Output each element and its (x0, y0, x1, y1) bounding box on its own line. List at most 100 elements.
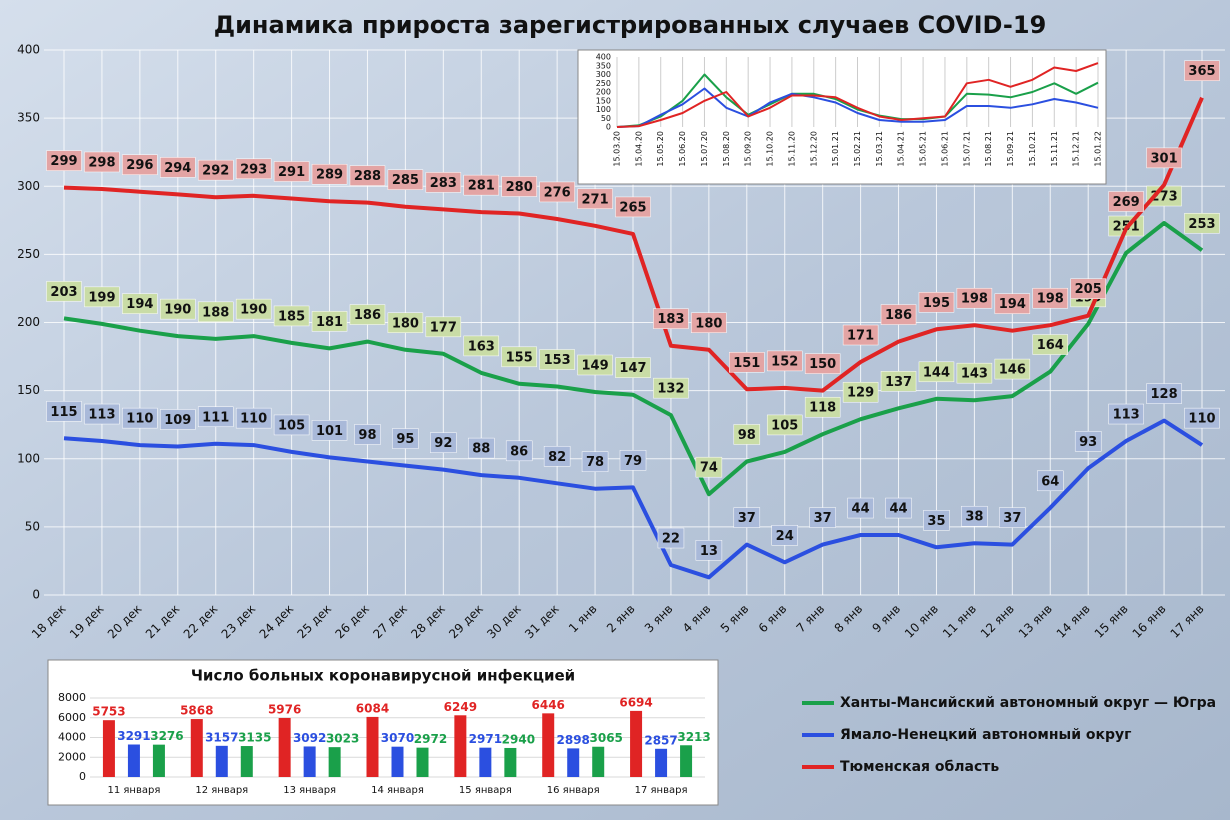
data-label: 186 (885, 308, 912, 323)
data-label: 74 (700, 461, 718, 476)
data-label: 164 (1037, 338, 1064, 353)
y-tick-label: 0 (32, 588, 40, 602)
x-tick-label: 17 января (635, 785, 688, 796)
data-label-box (425, 316, 462, 338)
data-label-box (160, 409, 196, 430)
data-label-box (918, 292, 955, 313)
x-tick-label: 15.01.22 (1094, 131, 1103, 167)
legend-label: Ханты-Мансийский автономный округ — Югра (840, 695, 1216, 711)
data-label: 113 (88, 408, 115, 423)
data-label-box (1108, 191, 1144, 212)
data-label-box (1074, 431, 1102, 452)
data-label-box (729, 352, 765, 373)
data-label: 2898 (557, 733, 590, 747)
data-label: 271 (581, 192, 608, 207)
y-tick-label: 150 (17, 383, 40, 397)
data-label-box (273, 414, 310, 436)
data-label: 118 (809, 401, 836, 416)
data-label: 3070 (381, 731, 414, 745)
data-label-box (122, 154, 158, 175)
data-label: 3276 (150, 729, 183, 743)
data-label-box (122, 407, 158, 429)
data-label: 143 (961, 367, 988, 382)
y-tick-label: 250 (17, 247, 40, 261)
x-tick-label: 15.04.21 (897, 131, 906, 167)
data-label: 6084 (356, 701, 389, 715)
data-label-box (539, 181, 575, 203)
data-label-box (880, 304, 917, 325)
data-label-box (691, 312, 727, 333)
data-label-box (653, 308, 689, 329)
data-label: 294 (164, 161, 191, 176)
data-label: 82 (548, 450, 566, 465)
data-label-box (1184, 213, 1220, 234)
data-label-box (354, 424, 381, 445)
bar (454, 715, 467, 777)
bar (479, 747, 492, 777)
data-label-box (581, 451, 609, 472)
data-label: 198 (961, 292, 988, 307)
series-line (63, 418, 1204, 580)
y-tick-label: 300 (596, 70, 611, 79)
data-label-box (84, 286, 120, 308)
bar-title: Число больных коронавирусной инфекцией (191, 667, 575, 685)
data-label: 253 (1188, 217, 1215, 232)
x-tick-label: 15.10.20 (766, 131, 775, 167)
legend: Ханты-Мансийский автономный округ — Югра… (802, 695, 1216, 775)
data-label: 109 (164, 413, 191, 428)
data-label-box (1032, 334, 1069, 355)
data-label-box (1032, 287, 1069, 309)
data-label-box (122, 293, 158, 314)
data-label: 2971 (469, 732, 502, 746)
data-label-box (1037, 470, 1064, 492)
data-label: 110 (1188, 412, 1215, 427)
data-label: 298 (88, 155, 115, 170)
x-tick-label: 11 января (108, 785, 161, 796)
data-label: 3157 (205, 730, 238, 744)
y-tick-label: 200 (596, 88, 611, 97)
series-line (616, 87, 1099, 128)
data-label: 110 (240, 412, 267, 427)
bar (328, 747, 341, 777)
data-label: 115 (50, 405, 77, 420)
data-label-box (577, 188, 613, 210)
data-label: 37 (814, 511, 832, 526)
data-label: 110 (126, 412, 153, 427)
data-label: 38 (965, 510, 983, 525)
data-label-box (392, 428, 419, 449)
data-label: 280 (506, 180, 533, 195)
data-label: 291 (278, 165, 305, 180)
data-label: 171 (847, 329, 874, 344)
data-label: 185 (278, 309, 305, 324)
series-line (616, 62, 1099, 128)
y-tick-label: 300 (17, 179, 40, 193)
data-label-box (501, 176, 537, 197)
data-label-box (577, 354, 613, 376)
data-label-box (771, 525, 798, 546)
bar (567, 748, 580, 777)
data-label: 5753 (92, 705, 125, 719)
data-label-box (235, 407, 272, 429)
data-label: 144 (923, 365, 950, 380)
y-tick-label: 2000 (58, 750, 86, 763)
data-label: 149 (581, 358, 608, 373)
bar (152, 744, 165, 777)
data-label: 86 (510, 444, 528, 459)
data-label-box (999, 507, 1026, 528)
data-label: 181 (316, 315, 343, 330)
data-label: 152 (771, 354, 798, 369)
data-label-box (539, 349, 575, 370)
data-label: 2857 (644, 733, 677, 747)
data-label-box (197, 301, 234, 323)
x-tick-label: 15.11.21 (1050, 131, 1059, 167)
data-label: 88 (472, 442, 490, 457)
bar (391, 746, 404, 777)
data-label-box (273, 161, 310, 182)
data-label-box (809, 507, 836, 528)
data-label-box (847, 497, 874, 519)
data-label: 150 (809, 357, 836, 372)
x-tick-label: 15.11.20 (787, 131, 796, 167)
x-tick-label: 15.05.21 (919, 131, 928, 167)
y-tick-label: 50 (25, 519, 40, 533)
y-tick-label: 100 (17, 451, 40, 465)
